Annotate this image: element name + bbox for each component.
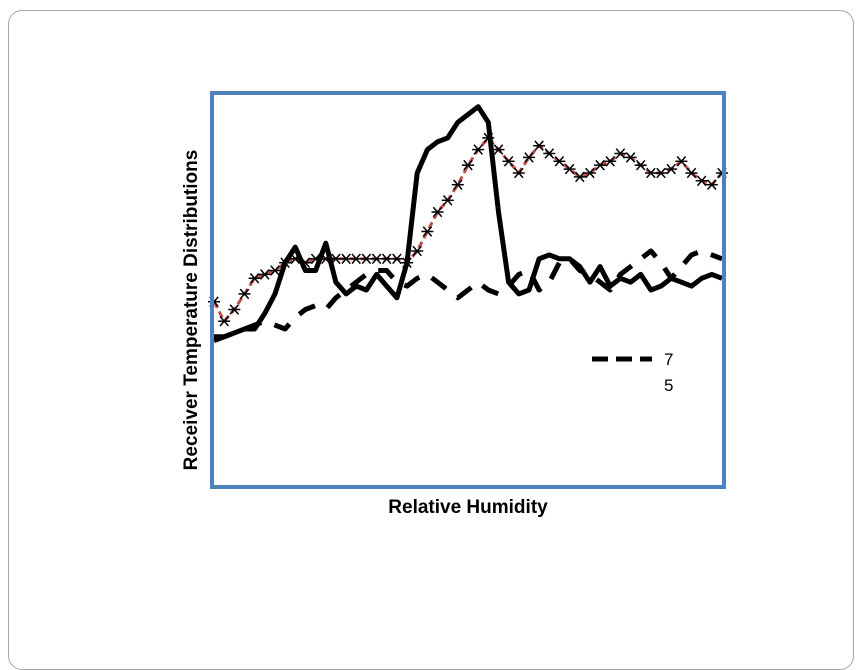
asterisk-marker: [360, 253, 373, 265]
asterisk-marker: [340, 253, 353, 265]
asterisk-marker: [573, 171, 586, 183]
asterisk-marker: [390, 253, 403, 265]
asterisk-marker: [705, 179, 718, 190]
slide-card: [8, 10, 854, 670]
asterisk-marker: [380, 253, 393, 265]
asterisk-marker: [228, 304, 241, 315]
asterisk-marker: [269, 265, 281, 276]
asterisk-marker: [583, 167, 596, 179]
asterisk-marker: [431, 206, 444, 218]
asterisk-marker: [441, 195, 454, 206]
asterisk-marker: [472, 144, 485, 155]
asterisk-marker: [248, 273, 261, 284]
x-axis-label: Relative Humidity: [388, 497, 548, 518]
asterisk-marker: [502, 156, 515, 167]
legend: 7 5: [592, 350, 673, 395]
line-chart: Relative Humidity Receiver Temperature D…: [181, 91, 728, 518]
asterisk-marker: [594, 159, 607, 171]
asterisk-marker: [218, 315, 231, 327]
asterisk-marker: [523, 152, 535, 163]
asterisk-marker: [563, 163, 576, 175]
asterisk-marker: [492, 144, 505, 155]
asterisk-marker: [624, 152, 637, 163]
asterisk-marker: [462, 159, 474, 171]
asterisk-marker: [512, 167, 525, 179]
asterisk-marker: [543, 148, 556, 159]
asterisk-marker: [421, 226, 434, 237]
plot-area-border: [210, 91, 726, 489]
asterisk-marker: [553, 156, 566, 167]
series-solid-line: [213, 104, 723, 344]
asterisk-marker: [533, 140, 546, 151]
asterisk-marker: [634, 159, 647, 171]
legend-entry-2: 5: [664, 376, 673, 395]
asterisk-marker: [644, 167, 657, 179]
asterisk-marker: [370, 253, 383, 265]
series-layer: [208, 104, 728, 344]
asterisk-marker: [258, 269, 271, 280]
asterisk-marker: [451, 179, 464, 190]
series-dashed-line: [214, 248, 723, 340]
legend-entry-1: 7: [664, 350, 673, 369]
asterisk-marker: [695, 175, 708, 187]
asterisk-marker: [685, 167, 698, 179]
y-axis-label: Receiver Temperature Distributions: [181, 150, 202, 471]
asterisk-marker: [655, 167, 667, 179]
asterisk-marker: [238, 288, 251, 300]
asterisk-marker: [411, 245, 424, 257]
asterisk-marker: [675, 156, 688, 167]
asterisk-marker: [350, 253, 363, 265]
asterisk-marker: [614, 148, 627, 159]
asterisk-marker: [665, 163, 678, 175]
asterisk-marker: [604, 156, 617, 167]
